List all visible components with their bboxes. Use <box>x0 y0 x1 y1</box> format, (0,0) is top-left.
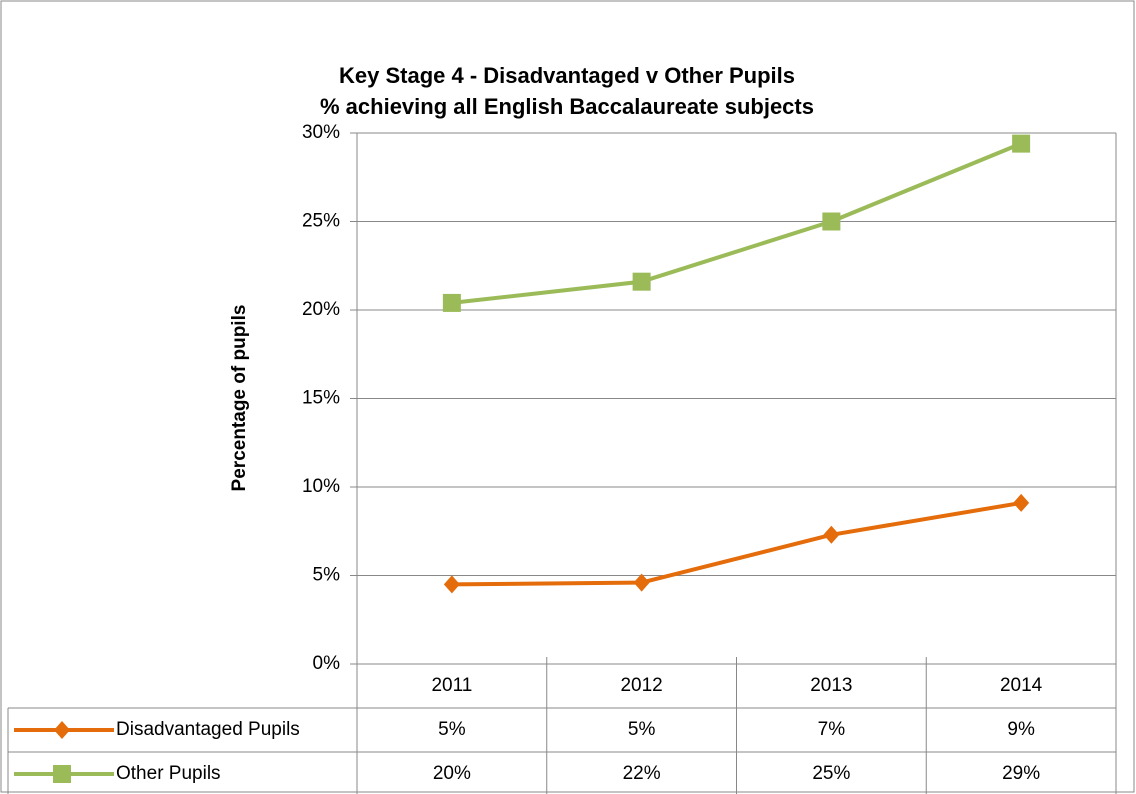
y-axis-label: Percentage of pupils <box>229 305 250 492</box>
table-value: 22% <box>623 763 661 784</box>
marker <box>442 293 461 312</box>
table-value: 20% <box>433 763 471 784</box>
marker <box>633 573 650 592</box>
legend-label: Disadvantaged Pupils <box>116 719 300 740</box>
x-tick-label: 2012 <box>620 675 662 696</box>
marker <box>443 575 460 594</box>
legend-label: Other Pupils <box>116 763 221 784</box>
y-tick-label: 5% <box>313 565 341 586</box>
x-tick-label: 2014 <box>1000 675 1043 696</box>
marker <box>822 212 841 231</box>
series-line <box>451 500 1022 587</box>
marker <box>54 721 70 739</box>
table-value: 7% <box>818 719 846 740</box>
y-tick-label: 10% <box>302 476 340 497</box>
x-tick-label: 2011 <box>431 675 472 696</box>
marker <box>823 525 840 544</box>
marker <box>53 765 71 783</box>
chart-title: Key Stage 4 - Disadvantaged v Other Pupi… <box>339 63 795 88</box>
x-tick-label: 2013 <box>810 675 852 696</box>
series-line <box>451 141 1022 305</box>
marker <box>632 272 651 291</box>
y-tick-label: 20% <box>302 299 340 320</box>
y-tick-label: 25% <box>302 211 340 232</box>
marker <box>1013 493 1030 512</box>
chart-subtitle: % achieving all English Baccalaureate su… <box>320 94 814 119</box>
marker <box>1012 134 1031 153</box>
y-tick-label: 15% <box>302 388 340 409</box>
table-value: 5% <box>628 719 656 740</box>
y-tick-label: 0% <box>313 653 341 674</box>
table-value: 29% <box>1002 763 1040 784</box>
table-value: 5% <box>438 719 466 740</box>
table-value: 25% <box>812 763 850 784</box>
y-tick-label: 30% <box>302 122 340 143</box>
table-value: 9% <box>1007 719 1035 740</box>
